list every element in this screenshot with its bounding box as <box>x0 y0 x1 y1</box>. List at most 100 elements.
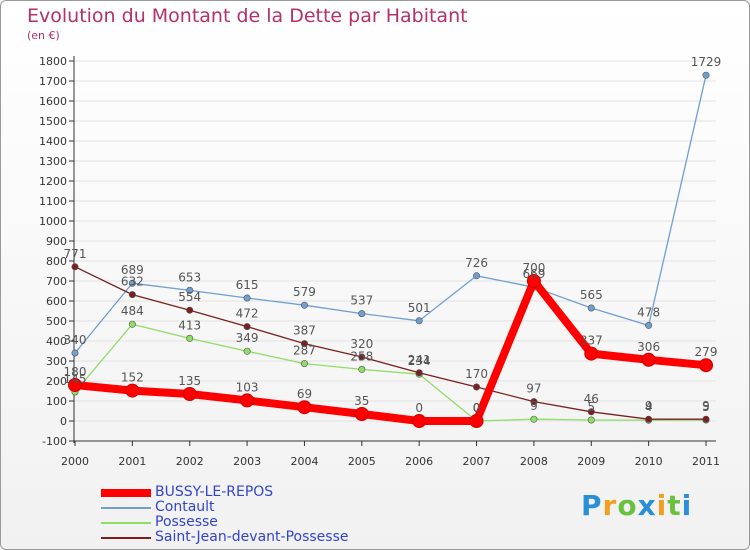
y-tick-label: 600 <box>46 295 67 308</box>
x-tick-label: 2005 <box>348 455 376 468</box>
data-label: 5 <box>587 400 595 414</box>
x-tick-label: 2007 <box>463 455 491 468</box>
data-point <box>645 415 653 423</box>
data-point <box>587 408 595 416</box>
x-tick-label: 2011 <box>692 455 720 468</box>
data-label: 579 <box>293 285 316 299</box>
data-point <box>354 407 369 421</box>
logo-letter: i <box>656 489 668 522</box>
data-label: 472 <box>236 307 259 321</box>
data-point <box>415 369 423 377</box>
data-point <box>300 360 308 368</box>
data-label: 632 <box>121 275 144 289</box>
logo-letter: r <box>602 489 618 522</box>
x-tick-label: 2010 <box>635 455 663 468</box>
data-label: 537 <box>350 294 373 308</box>
y-tick-label: 1000 <box>39 215 67 228</box>
data-point <box>358 365 366 373</box>
data-point <box>530 415 538 423</box>
data-label: 5 <box>702 400 710 414</box>
data-point <box>128 320 136 328</box>
data-label: 615 <box>236 278 259 292</box>
data-point <box>125 383 140 398</box>
data-label: 0 <box>473 401 481 415</box>
data-point <box>68 378 82 392</box>
data-point <box>473 272 481 280</box>
data-point <box>71 349 79 357</box>
legend-label-saint-jean: Saint-Jean-devant-Possesse <box>155 529 349 545</box>
data-point <box>530 398 538 406</box>
data-label: 349 <box>236 331 259 345</box>
data-point <box>587 416 595 424</box>
data-point <box>128 291 136 299</box>
data-label: 4 <box>645 400 653 414</box>
series-line-2 <box>74 323 707 422</box>
data-label: 241 <box>408 353 431 367</box>
data-point <box>300 340 308 348</box>
logo-letter: P <box>581 489 603 522</box>
data-label: 9 <box>530 399 538 413</box>
x-tick-label: 2006 <box>405 455 433 468</box>
logo-letter: o <box>617 489 638 522</box>
data-point <box>128 279 136 287</box>
legend-label-contault: Contault <box>155 499 215 515</box>
data-point <box>358 353 366 361</box>
data-point <box>358 310 366 318</box>
data-label: 337 <box>580 334 603 348</box>
data-point <box>702 71 710 79</box>
y-tick-label: 1600 <box>39 95 67 108</box>
data-label: 484 <box>121 304 144 318</box>
data-label: 46 <box>584 392 599 406</box>
data-label: 700 <box>522 261 545 275</box>
data-point <box>300 301 308 309</box>
data-point <box>415 317 423 325</box>
y-tick-label: 800 <box>46 255 67 268</box>
y-tick-label: 700 <box>46 275 67 288</box>
x-tick-label: 2002 <box>176 455 204 468</box>
y-tick-label: 200 <box>46 375 67 388</box>
x-tick-label: 2000 <box>61 455 89 468</box>
x-tick-label: 2004 <box>290 455 318 468</box>
data-point <box>186 306 194 314</box>
series-line-1 <box>74 74 707 354</box>
legend-swatch-saint-jean <box>101 537 151 539</box>
data-label: 1729 <box>691 55 722 69</box>
data-label: 320 <box>350 337 373 351</box>
data-label: 152 <box>121 371 144 385</box>
y-tick-label: 900 <box>46 235 67 248</box>
chart-title: Evolution du Montant de la Dette par Hab… <box>27 5 468 27</box>
data-point <box>243 323 251 331</box>
data-label: 287 <box>293 344 316 358</box>
x-tick-label: 2008 <box>520 455 548 468</box>
data-label: 170 <box>465 367 488 381</box>
y-tick-label: 500 <box>46 315 67 328</box>
y-tick-label: 1800 <box>39 55 67 68</box>
data-point <box>186 334 194 342</box>
data-label: 69 <box>297 387 312 401</box>
data-label: 9 <box>702 399 710 413</box>
legend-label-bussy: BUSSY-LE-REPOS <box>155 484 274 500</box>
data-label: 258 <box>350 349 373 363</box>
data-point <box>243 294 251 302</box>
y-tick-label: 1200 <box>39 175 67 188</box>
x-tick-label: 2009 <box>577 455 605 468</box>
x-tick-label: 2003 <box>233 455 261 468</box>
data-label: 103 <box>236 380 259 394</box>
data-label: 0 <box>473 401 481 415</box>
y-tick-label: 1300 <box>39 155 67 168</box>
data-label: 9 <box>645 399 653 413</box>
legend-swatch-possesse <box>101 522 151 524</box>
data-label: 0 <box>415 401 423 415</box>
y-tick-label: 1400 <box>39 135 67 148</box>
y-tick-label: 1700 <box>39 75 67 88</box>
data-point <box>469 414 484 428</box>
legend-swatch-contault <box>101 507 151 509</box>
data-point <box>526 274 541 288</box>
y-tick-label: 0 <box>60 415 67 428</box>
y-tick-label: 1500 <box>39 115 67 128</box>
data-label: 306 <box>637 340 660 354</box>
data-label: 669 <box>522 267 545 281</box>
data-label: 689 <box>121 263 144 277</box>
data-point <box>587 304 595 312</box>
